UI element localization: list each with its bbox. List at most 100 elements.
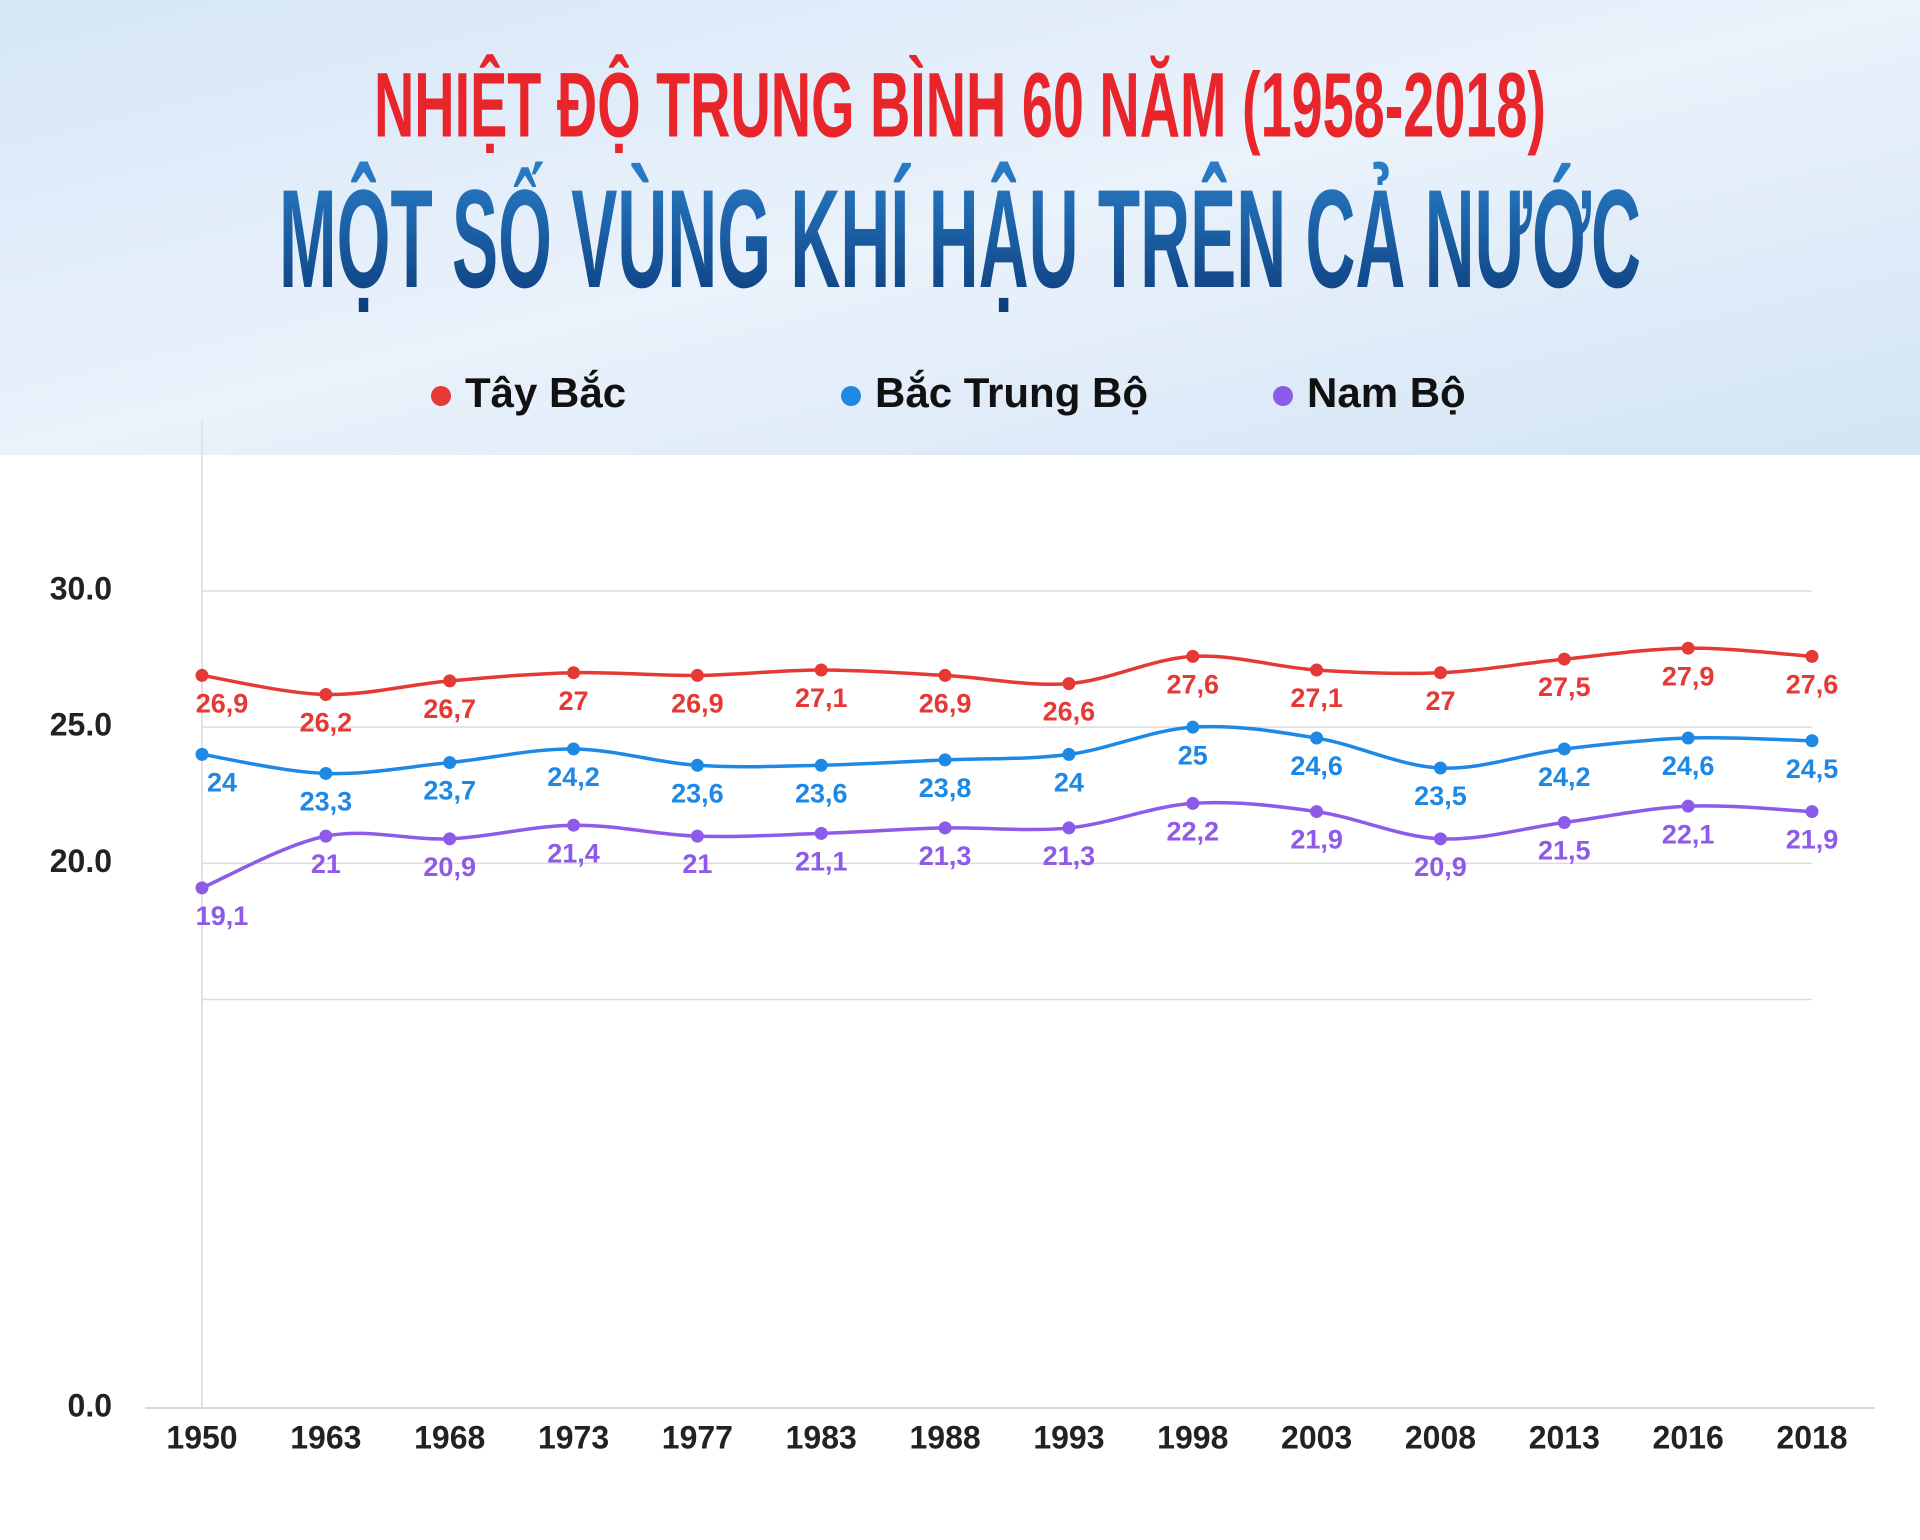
data-point — [938, 668, 952, 682]
data-point — [938, 753, 952, 767]
y-tick-label: 25.0 — [50, 707, 112, 743]
data-label: 21 — [311, 849, 341, 879]
x-tick-label: 1998 — [1157, 1419, 1228, 1455]
data-label: 26,9 — [196, 689, 249, 719]
data-point — [690, 829, 704, 843]
y-tick-label: 0.0 — [68, 1387, 112, 1423]
data-point — [814, 758, 828, 772]
data-label: 23,6 — [795, 778, 848, 808]
data-label: 21 — [682, 849, 712, 879]
data-label: 24 — [1054, 768, 1084, 798]
data-label: 25 — [1178, 740, 1208, 770]
data-label: 27,9 — [1662, 661, 1715, 691]
y-tick-label: 30.0 — [50, 570, 112, 606]
x-tick-label: 2013 — [1529, 1419, 1600, 1455]
x-tick-label: 1983 — [786, 1419, 857, 1455]
data-point — [319, 687, 333, 701]
data-point — [195, 881, 209, 895]
data-point — [1433, 761, 1447, 775]
data-label: 21,3 — [1043, 841, 1096, 871]
x-tick-label: 2003 — [1281, 1419, 1352, 1455]
data-point — [1310, 663, 1324, 677]
data-point — [1681, 799, 1695, 813]
data-label: 23,3 — [300, 787, 353, 817]
data-point — [1062, 747, 1076, 761]
data-label: 21,5 — [1538, 836, 1591, 866]
data-point — [690, 758, 704, 772]
chart-subtitle: MỘT SỐ VÙNG KHÍ HẬU TRÊN CẢ NƯỚC — [279, 160, 1641, 317]
x-tick-label: 2008 — [1405, 1419, 1476, 1455]
data-point — [443, 832, 457, 846]
data-point — [938, 821, 952, 835]
series-line — [201, 724, 1813, 776]
chart-title: NHIỆT ĐỘ TRUNG BÌNH 60 NĂM (1958-2018) — [374, 53, 1546, 156]
data-label: 26,9 — [919, 689, 972, 719]
data-point — [1805, 734, 1819, 748]
data-label: 24,6 — [1290, 751, 1343, 781]
data-point — [1557, 652, 1571, 666]
data-label: 24,2 — [547, 762, 600, 792]
data-label: 23,8 — [919, 773, 972, 803]
x-tick-label: 1950 — [166, 1419, 237, 1455]
data-label: 24 — [207, 768, 237, 798]
x-tick-label: 1988 — [909, 1419, 980, 1455]
data-point — [1186, 796, 1200, 810]
data-label: 27 — [559, 686, 589, 716]
data-point — [1805, 805, 1819, 819]
x-tick-label: 1973 — [538, 1419, 609, 1455]
data-label: 22,1 — [1662, 819, 1715, 849]
data-point — [195, 747, 209, 761]
data-point — [319, 829, 333, 843]
data-point — [814, 663, 828, 677]
legend-label: Bắc Trung Bộ — [875, 368, 1148, 416]
data-label: 26,7 — [423, 694, 476, 724]
data-label: 27,6 — [1166, 669, 1219, 699]
header-band — [0, 0, 1920, 455]
data-point — [1186, 720, 1200, 734]
data-label: 21,9 — [1786, 825, 1839, 855]
legend-label: Tây Bắc — [465, 368, 626, 416]
data-point — [1433, 666, 1447, 680]
series-line — [201, 800, 1813, 890]
data-label: 27 — [1425, 686, 1455, 716]
legend-label: Nam Bộ — [1307, 369, 1466, 416]
data-point — [1310, 805, 1324, 819]
data-point — [1186, 649, 1200, 663]
data-label: 24,2 — [1538, 762, 1591, 792]
data-point — [1681, 731, 1695, 745]
data-label: 27,5 — [1538, 672, 1591, 702]
data-point — [567, 818, 581, 832]
data-point — [567, 742, 581, 756]
data-point — [690, 668, 704, 682]
data-point — [1557, 742, 1571, 756]
data-label: 26,6 — [1043, 697, 1096, 727]
x-tick-label: 2018 — [1776, 1419, 1847, 1455]
x-tick-label: 1968 — [414, 1419, 485, 1455]
data-label: 19,1 — [196, 901, 249, 931]
data-label: 27,6 — [1786, 669, 1839, 699]
data-point — [319, 766, 333, 780]
data-point — [814, 826, 828, 840]
data-point — [1062, 677, 1076, 691]
data-point — [1310, 731, 1324, 745]
data-label: 23,5 — [1414, 781, 1467, 811]
data-label: 20,9 — [1414, 852, 1467, 882]
data-point — [567, 666, 581, 680]
data-point — [1557, 815, 1571, 829]
x-tick-label: 1963 — [290, 1419, 361, 1455]
data-label: 24,5 — [1786, 754, 1839, 784]
data-point — [1433, 832, 1447, 846]
data-label: 21,9 — [1290, 825, 1343, 855]
data-label: 21,3 — [919, 841, 972, 871]
data-point — [443, 756, 457, 770]
data-label: 20,9 — [423, 852, 476, 882]
data-label: 22,2 — [1166, 817, 1219, 847]
y-tick-label: 20.0 — [50, 843, 112, 879]
data-label: 26,9 — [671, 689, 724, 719]
data-label: 27,1 — [795, 683, 848, 713]
data-label: 21,1 — [795, 847, 848, 877]
data-point — [195, 668, 209, 682]
x-tick-label: 1993 — [1033, 1419, 1104, 1455]
